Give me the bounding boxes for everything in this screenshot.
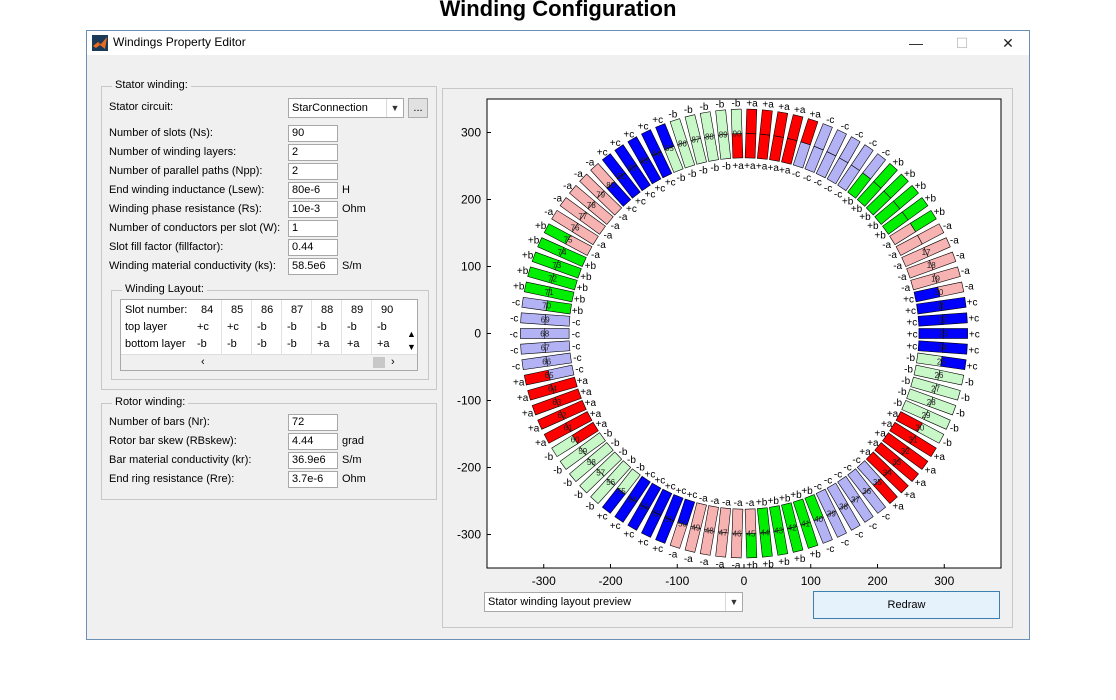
slot-header: 86 [261, 304, 273, 316]
bottom-layer-cell[interactable]: -b [257, 338, 267, 350]
stator-circuit-browse-button[interactable]: ... [408, 98, 428, 118]
rotor-unit: S/m [342, 454, 362, 466]
column-divider [251, 300, 252, 354]
preview-panel [442, 88, 1013, 628]
window-title: Windings Property Editor [113, 35, 246, 49]
winding-layout-title: Winding Layout: [122, 283, 207, 295]
stator-label: End winding inductance (Lsew): [109, 184, 264, 196]
stator-panel-title: Stator winding: [112, 79, 191, 91]
top-layer-cell[interactable]: +c [197, 321, 209, 333]
stator-unit: H [342, 184, 350, 196]
winding-layout-table[interactable]: Slot number: top layer bottom layer 84 +c… [120, 299, 418, 371]
column-divider [281, 300, 282, 354]
figure-title: Winding Configuration [0, 0, 1116, 22]
bottom-layer-cell[interactable]: +a [317, 338, 330, 350]
scroll-left-icon[interactable]: ‹ [201, 356, 205, 368]
rotor-unit: Ohm [342, 473, 366, 485]
chevron-down-icon: ▼ [386, 99, 403, 117]
scroll-down-icon[interactable]: ▼ [407, 342, 416, 352]
stator-field[interactable]: 90 [288, 125, 338, 142]
bottom-layer-cell[interactable]: +a [347, 338, 360, 350]
stator-field[interactable]: 0.44 [288, 239, 338, 256]
rotor-label: Number of bars (Nr): [109, 416, 210, 428]
stator-circuit-select[interactable]: StarConnection ▼ [288, 98, 404, 118]
slot-header: 88 [321, 304, 333, 316]
stator-label: Number of winding layers: [109, 146, 236, 158]
stator-circuit-value: StarConnection [292, 102, 368, 114]
close-button[interactable]: ✕ [985, 31, 1031, 55]
stator-label: Winding material conductivity (ks): [109, 260, 276, 272]
top-layer-cell[interactable]: +c [227, 321, 239, 333]
scrollbar-thumb[interactable] [373, 357, 385, 368]
stator-label: Number of parallel paths (Npp): [109, 165, 262, 177]
top-layer-cell[interactable]: -b [287, 321, 297, 333]
rotor-label: Rotor bar skew (RBskew): [109, 435, 237, 447]
slot-number-header: Slot number: [125, 304, 187, 316]
stator-label: Slot fill factor (fillfactor): [109, 241, 223, 253]
rotor-unit: grad [342, 435, 364, 447]
stator-label: Number of conductors per slot (W): [109, 222, 280, 234]
stator-field[interactable]: 58.5e6 [288, 258, 338, 275]
maximize-button[interactable]: ☐ [939, 31, 985, 55]
stator-label: Winding phase resistance (Rs): [109, 203, 262, 215]
stator-field[interactable]: 2 [288, 163, 338, 180]
title-bar: Windings Property Editor — ☐ ✕ [87, 31, 1029, 55]
column-divider [311, 300, 312, 354]
bottom-layer-cell[interactable]: -b [227, 338, 237, 350]
scroll-right-icon[interactable]: › [391, 356, 395, 368]
top-layer-label: top layer [125, 321, 167, 333]
slot-header: 90 [381, 304, 393, 316]
redraw-button[interactable]: Redraw [813, 591, 1000, 619]
preview-select-value: Stator winding layout preview [488, 596, 631, 608]
scroll-up-icon[interactable]: ▲ [407, 329, 416, 339]
rotor-label: Bar material conductivity (kr): [109, 454, 251, 466]
top-layer-cell[interactable]: -b [347, 321, 357, 333]
column-divider [221, 300, 222, 354]
stator-unit: Ohm [342, 203, 366, 215]
rotor-field[interactable]: 4.44 [288, 433, 338, 450]
slot-header: 87 [291, 304, 303, 316]
bottom-layer-cell[interactable]: +a [377, 338, 390, 350]
minimize-button[interactable]: — [893, 31, 939, 55]
rotor-panel-title: Rotor winding: [112, 396, 188, 408]
stator-field[interactable]: 10e-3 [288, 201, 338, 218]
bottom-layer-cell[interactable]: -b [197, 338, 207, 350]
column-divider [371, 300, 372, 354]
stator-unit: S/m [342, 260, 362, 272]
slot-header: 89 [351, 304, 363, 316]
top-layer-cell[interactable]: -b [257, 321, 267, 333]
bottom-layer-cell[interactable]: -b [287, 338, 297, 350]
slot-header: 84 [201, 304, 213, 316]
bottom-layer-label: bottom layer [125, 338, 186, 350]
rotor-label: End ring resistance (Rre): [109, 473, 234, 485]
preview-select[interactable]: Stator winding layout preview ▼ [484, 592, 743, 612]
matlab-logo-icon [92, 35, 108, 51]
top-layer-cell[interactable]: -b [317, 321, 327, 333]
rotor-field[interactable]: 36.9e6 [288, 452, 338, 469]
stator-field[interactable]: 1 [288, 220, 338, 237]
slot-header: 85 [231, 304, 243, 316]
chevron-down-icon: ▼ [725, 593, 742, 611]
top-layer-cell[interactable]: -b [377, 321, 387, 333]
stator-field[interactable]: 2 [288, 144, 338, 161]
rotor-field[interactable]: 72 [288, 414, 338, 431]
stator-label: Number of slots (Ns): [109, 127, 213, 139]
stator-field[interactable]: 80e-6 [288, 182, 338, 199]
horizontal-scrollbar[interactable]: ‹ › [121, 354, 417, 371]
rotor-field[interactable]: 3.7e-6 [288, 471, 338, 488]
stator-circuit-label: Stator circuit: [109, 101, 173, 113]
column-divider [341, 300, 342, 354]
